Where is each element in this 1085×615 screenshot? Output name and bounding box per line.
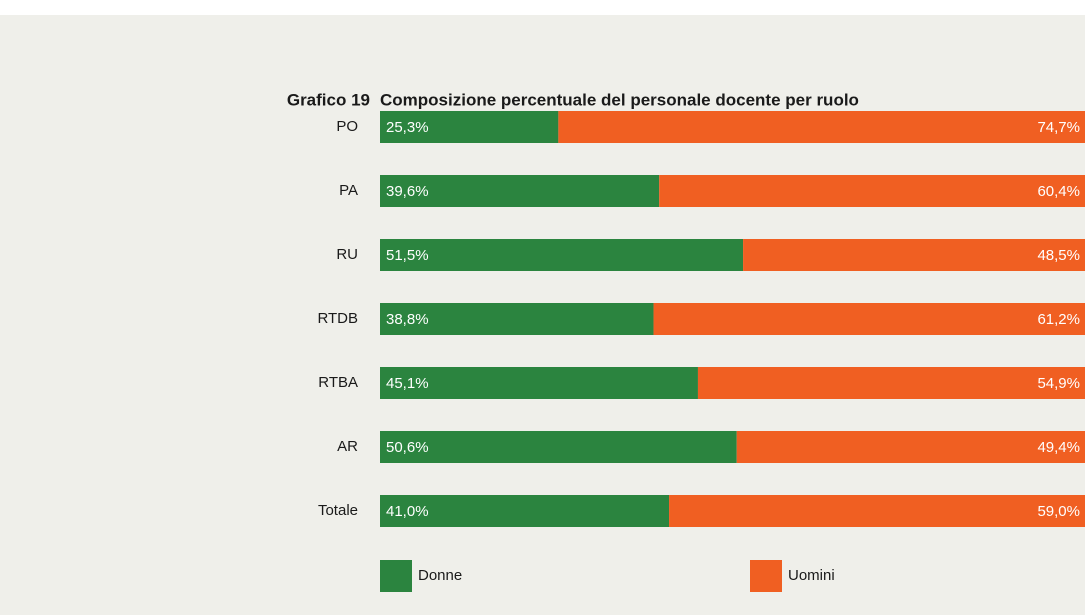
legend-swatch bbox=[380, 560, 412, 592]
bar-segment bbox=[380, 175, 660, 207]
value-label: 38,8% bbox=[386, 311, 429, 328]
value-label: 41,0% bbox=[386, 503, 429, 520]
value-label: 39,6% bbox=[386, 183, 429, 200]
category-label: RTDB bbox=[317, 310, 358, 327]
value-label: 54,9% bbox=[1037, 375, 1080, 392]
chart-label: Grafico 19 bbox=[287, 90, 370, 109]
category-label: AR bbox=[337, 438, 358, 455]
value-label: 60,4% bbox=[1037, 183, 1080, 200]
chart-title: Composizione percentuale del personale d… bbox=[380, 90, 859, 109]
value-label: 74,7% bbox=[1037, 119, 1080, 136]
bar-segment bbox=[380, 303, 654, 335]
category-label: Totale bbox=[318, 502, 358, 519]
legend-label: Donne bbox=[418, 567, 462, 584]
value-label: 25,3% bbox=[386, 119, 429, 136]
value-label: 49,4% bbox=[1037, 439, 1080, 456]
bar-segment bbox=[653, 303, 1085, 335]
value-label: 50,6% bbox=[386, 439, 429, 456]
bar-segment bbox=[380, 495, 670, 527]
bar-segment bbox=[380, 111, 559, 143]
bar-segment bbox=[380, 367, 698, 399]
bar-segment bbox=[669, 495, 1085, 527]
bar-segment bbox=[380, 239, 744, 271]
bar-segment bbox=[659, 175, 1085, 207]
value-label: 59,0% bbox=[1037, 503, 1080, 520]
bar-segment bbox=[743, 239, 1085, 271]
bar-segment bbox=[736, 431, 1085, 463]
value-label: 48,5% bbox=[1037, 247, 1080, 264]
category-label: PA bbox=[339, 182, 358, 199]
legend-label: Uomini bbox=[788, 567, 835, 584]
legend-swatch bbox=[750, 560, 782, 592]
bar-segment bbox=[380, 431, 737, 463]
value-label: 45,1% bbox=[386, 375, 429, 392]
value-label: 61,2% bbox=[1037, 311, 1080, 328]
bar-segment bbox=[558, 111, 1085, 143]
category-label: PO bbox=[336, 118, 358, 135]
bar-segment bbox=[697, 367, 1085, 399]
category-label: RU bbox=[336, 246, 358, 263]
category-label: RTBA bbox=[318, 374, 358, 391]
value-label: 51,5% bbox=[386, 247, 429, 264]
